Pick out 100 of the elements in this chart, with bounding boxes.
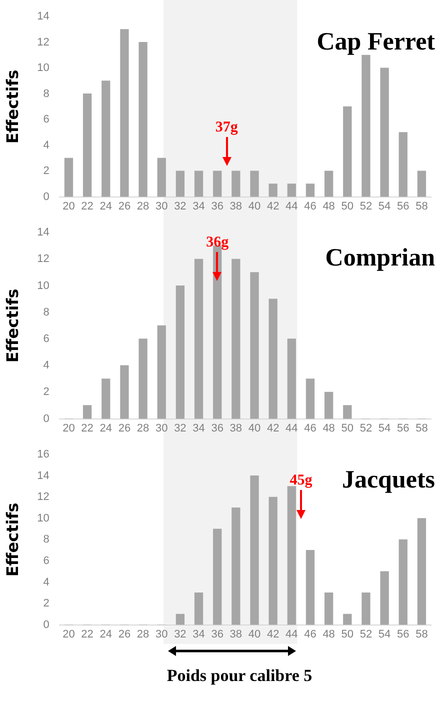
- y-axis-title: Effectifs: [2, 502, 22, 577]
- y-axis-title: Effectifs: [2, 70, 22, 144]
- x-tick-label: 58: [416, 200, 428, 212]
- y-tick-label: 14: [37, 10, 50, 23]
- y-tick-label: 16: [37, 448, 50, 461]
- y-tick-label: 6: [43, 333, 50, 346]
- x-tick-label: 34: [192, 628, 205, 640]
- bar: [176, 285, 185, 419]
- x-tick-label: 54: [378, 628, 391, 640]
- x-tick-label: 30: [155, 422, 168, 434]
- x-tick-label: 48: [322, 200, 335, 212]
- bar: [268, 184, 278, 197]
- x-tick-label: 28: [136, 200, 150, 212]
- bar: [82, 405, 92, 419]
- y-tick-label: 12: [37, 253, 50, 266]
- bar: [232, 258, 240, 419]
- x-tick-label: 56: [397, 422, 410, 434]
- y-tick-label: 0: [43, 190, 50, 203]
- bar: [324, 170, 334, 197]
- x-tick-label: 26: [118, 200, 131, 212]
- x-tick-label: 20: [62, 628, 75, 640]
- y-tick-label: 0: [43, 412, 50, 425]
- text: Comprian: [325, 244, 436, 272]
- x-tick-label: 58: [416, 422, 428, 434]
- y-tick-label: 6: [43, 555, 50, 568]
- bar: [157, 325, 166, 419]
- x-tick-label: 38: [230, 628, 242, 640]
- bar: [362, 54, 370, 197]
- x-tick-label: 26: [118, 422, 131, 434]
- y-tick-label: 8: [43, 306, 50, 318]
- bar: [343, 614, 352, 625]
- bar: [268, 298, 278, 419]
- x-tick-label: 50: [341, 200, 354, 212]
- bar: [417, 518, 426, 625]
- bar: [120, 365, 129, 419]
- y-tick-label: 14: [37, 226, 50, 239]
- x-tick-label: 28: [136, 628, 150, 640]
- x-tick-label: 34: [192, 422, 205, 434]
- x-tick-label: 48: [322, 628, 335, 640]
- x-tick-label: 52: [360, 200, 372, 212]
- bar: [306, 184, 315, 197]
- bar: [102, 378, 110, 419]
- bar: [138, 42, 148, 197]
- x-tick-label: 52: [360, 628, 372, 640]
- y-tick-label: 8: [43, 88, 50, 100]
- x-tick-label: 22: [81, 628, 94, 640]
- x-tick-label: 36: [211, 628, 224, 640]
- y-tick-label: 2: [43, 386, 50, 398]
- x-tick-label: 28: [136, 422, 150, 434]
- annotation: 45g: [290, 472, 313, 489]
- x-tick-label: 46: [304, 422, 316, 434]
- x-tick-label: 58: [416, 628, 428, 640]
- y-tick-label: 10: [37, 62, 50, 74]
- y-axis-title: Effectifs: [2, 288, 22, 363]
- bar: [268, 496, 278, 625]
- bar: [287, 338, 296, 419]
- x-tick-label: 42: [266, 422, 280, 434]
- y-tick-label: 0: [43, 618, 50, 631]
- y-tick-label: 4: [43, 139, 50, 152]
- x-tick-label: 22: [81, 422, 94, 434]
- x-tick-label: 30: [155, 200, 168, 212]
- x-tick-label: 42: [266, 628, 280, 640]
- x-tick-label: 42: [266, 200, 280, 212]
- x-tick-label: 38: [230, 200, 242, 212]
- x-tick-label: 36: [211, 200, 224, 212]
- y-tick-label: 10: [37, 512, 50, 524]
- bar: [176, 170, 185, 197]
- x-tick-label: 40: [248, 628, 261, 640]
- y-tick-label: 8: [43, 534, 50, 546]
- bar: [343, 405, 352, 419]
- bar: [380, 571, 389, 625]
- bar: [102, 80, 110, 197]
- x-tick-label: 46: [304, 628, 316, 640]
- y-tick-label: 10: [37, 280, 50, 292]
- x-tick-label: 48: [322, 422, 335, 434]
- y-tick-label: 4: [43, 576, 50, 588]
- bar: [250, 476, 259, 625]
- bar: [213, 170, 222, 197]
- bar: [324, 392, 334, 419]
- x-tick-label: 46: [304, 200, 316, 212]
- bar: [194, 592, 204, 625]
- x-tick-label: 38: [230, 422, 242, 434]
- x-tick-label: 32: [174, 628, 186, 640]
- bar: [362, 592, 370, 625]
- x-tick-label: 40: [248, 200, 261, 212]
- x-tick-label: 20: [62, 200, 75, 212]
- bar: [138, 338, 148, 419]
- x-tick-label: 32: [174, 422, 186, 434]
- bar: [176, 614, 185, 625]
- x-tick-label: 54: [378, 422, 391, 434]
- bar: [120, 29, 129, 197]
- x-tick-label: 24: [100, 422, 112, 434]
- bar: [417, 170, 426, 197]
- text: Jacquets: [342, 466, 436, 494]
- bar: [306, 378, 315, 419]
- bar: [343, 106, 352, 197]
- x-tick-label: 32: [174, 200, 186, 212]
- x-tick-label: 40: [248, 422, 261, 434]
- x-tick-label: 22: [81, 200, 94, 212]
- bar: [232, 507, 240, 625]
